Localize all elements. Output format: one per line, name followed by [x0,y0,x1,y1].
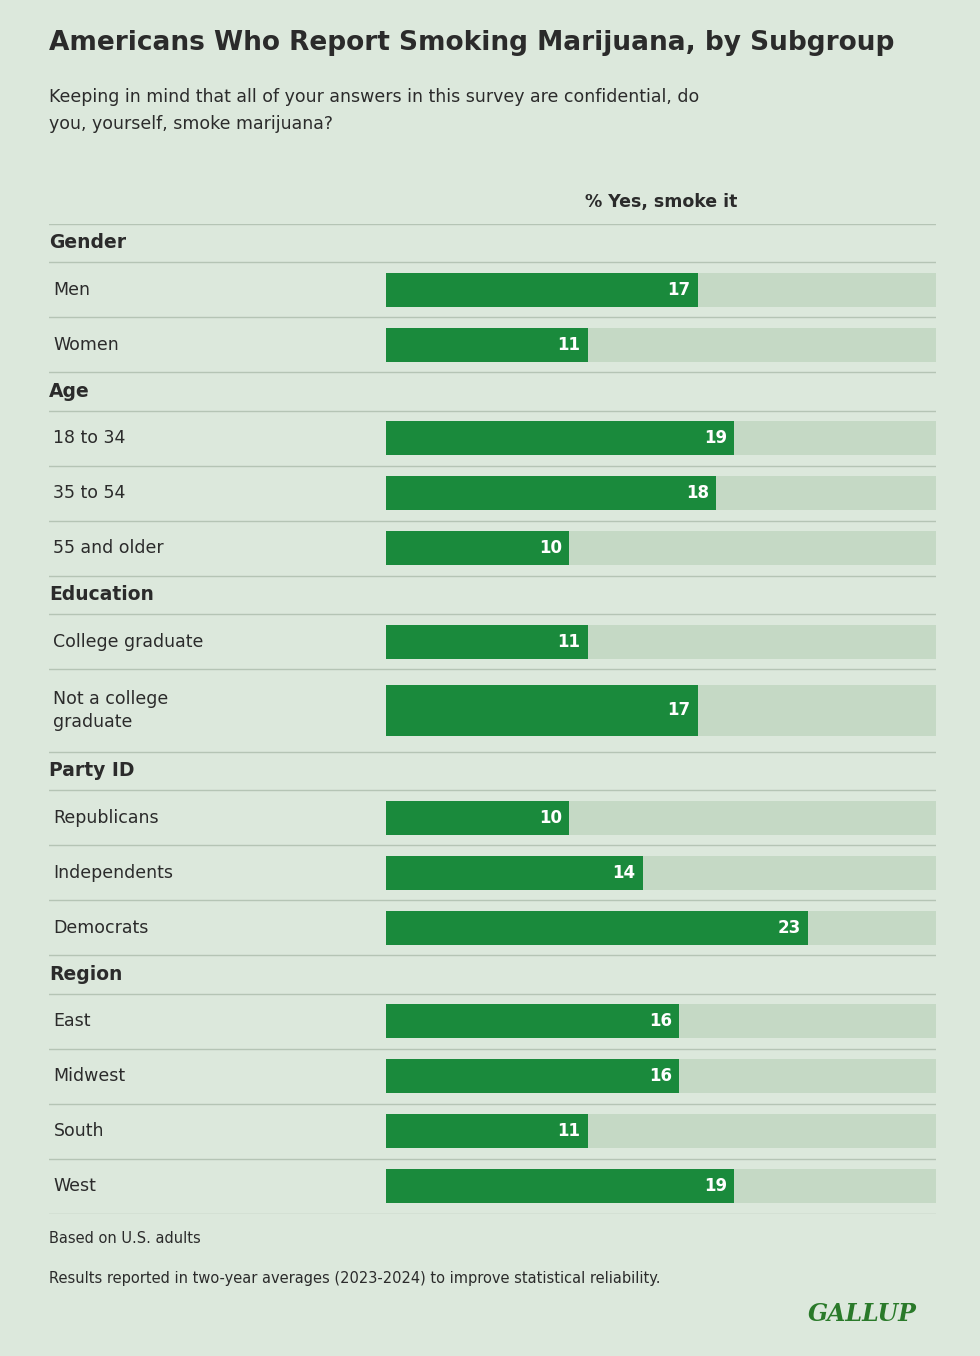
Text: GALLUP: GALLUP [808,1302,916,1326]
Text: Age: Age [49,382,90,401]
Text: Democrats: Democrats [54,918,149,937]
Text: Education: Education [49,586,154,605]
Text: 19: 19 [704,1177,727,1195]
Text: West: West [54,1177,96,1195]
FancyBboxPatch shape [386,1059,679,1093]
Text: Results reported in two-year averages (2023-2024) to improve statistical reliabi: Results reported in two-year averages (2… [49,1271,661,1285]
FancyBboxPatch shape [386,1115,936,1149]
FancyBboxPatch shape [386,1115,588,1149]
Text: 10: 10 [539,540,563,557]
FancyBboxPatch shape [386,1169,734,1203]
Text: South: South [54,1123,104,1140]
Text: 11: 11 [558,336,580,354]
Text: College graduate: College graduate [54,633,204,651]
Text: 14: 14 [612,864,636,881]
FancyBboxPatch shape [386,1169,936,1203]
FancyBboxPatch shape [386,273,936,306]
FancyBboxPatch shape [386,856,643,890]
Text: % Yes, smoke it: % Yes, smoke it [585,193,737,210]
Text: 55 and older: 55 and older [54,540,164,557]
FancyBboxPatch shape [386,911,936,945]
FancyBboxPatch shape [386,685,936,736]
Text: Men: Men [54,281,90,298]
FancyBboxPatch shape [386,532,569,565]
Text: Not a college
graduate: Not a college graduate [54,690,169,731]
Text: Americans Who Report Smoking Marijuana, by Subgroup: Americans Who Report Smoking Marijuana, … [49,30,895,56]
Text: 17: 17 [667,701,691,720]
Text: 35 to 54: 35 to 54 [54,484,125,502]
Text: Gender: Gender [49,233,126,252]
FancyBboxPatch shape [386,1059,936,1093]
Text: 23: 23 [777,918,801,937]
Text: 19: 19 [704,430,727,447]
FancyBboxPatch shape [386,625,588,659]
Text: 16: 16 [649,1012,672,1031]
FancyBboxPatch shape [386,685,698,736]
Text: Republicans: Republicans [54,808,159,827]
Text: Region: Region [49,965,122,984]
FancyBboxPatch shape [386,800,569,835]
Text: 10: 10 [539,808,563,827]
FancyBboxPatch shape [386,328,588,362]
FancyBboxPatch shape [386,800,936,835]
FancyBboxPatch shape [386,911,808,945]
Text: Women: Women [54,336,120,354]
Text: Independents: Independents [54,864,173,881]
FancyBboxPatch shape [386,328,936,362]
Text: 18 to 34: 18 to 34 [54,430,125,447]
Text: Midwest: Midwest [54,1067,125,1085]
Text: 17: 17 [667,281,691,298]
Text: Based on U.S. adults: Based on U.S. adults [49,1231,201,1246]
Text: 18: 18 [686,484,709,502]
Text: 16: 16 [649,1067,672,1085]
FancyBboxPatch shape [386,532,936,565]
FancyBboxPatch shape [386,856,936,890]
FancyBboxPatch shape [386,422,734,456]
Text: Keeping in mind that all of your answers in this survey are confidential, do
you: Keeping in mind that all of your answers… [49,88,700,133]
FancyBboxPatch shape [386,476,936,510]
Text: East: East [54,1012,91,1031]
FancyBboxPatch shape [386,1003,936,1039]
Text: 11: 11 [558,633,580,651]
FancyBboxPatch shape [386,625,936,659]
FancyBboxPatch shape [386,1003,679,1039]
Text: Party ID: Party ID [49,762,134,781]
FancyBboxPatch shape [386,273,698,306]
FancyBboxPatch shape [386,476,716,510]
FancyBboxPatch shape [386,422,936,456]
Text: 11: 11 [558,1123,580,1140]
